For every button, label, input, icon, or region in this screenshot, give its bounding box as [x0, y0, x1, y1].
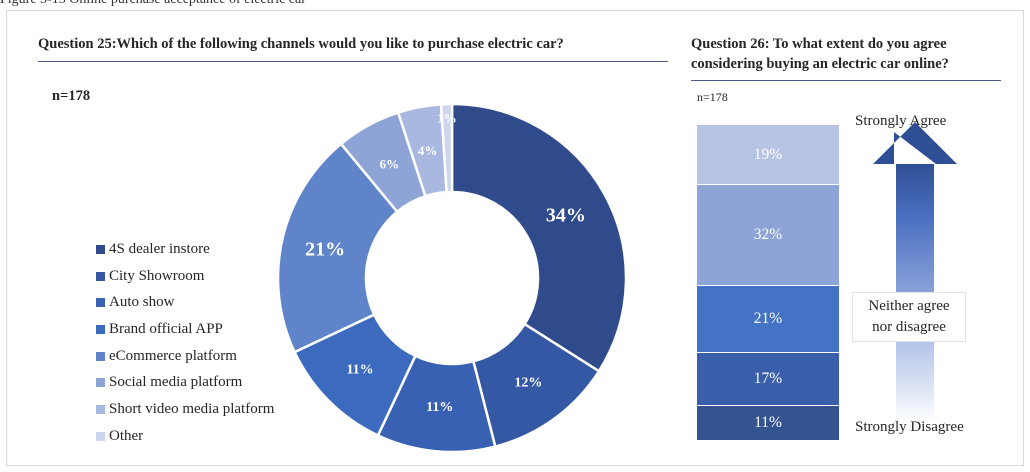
- scale-label-neutral-line2: nor disagree: [872, 319, 946, 335]
- legend-swatch: [96, 298, 105, 308]
- legend-item-other: Other: [96, 423, 326, 450]
- donut-slice-ecommerce-platform: [276, 142, 399, 354]
- donut-label-city-showroom: 12%: [514, 376, 542, 391]
- figure-frame: [6, 10, 1024, 466]
- legend-label: Other: [109, 427, 144, 444]
- stack-segment-5: 19%: [697, 124, 839, 185]
- legend-item-city-showroom: City Showroom: [96, 263, 326, 290]
- q26-stacked-bar: 11% 17% 21% 32% 19%: [697, 124, 839, 440]
- legend-item-social-media-platform: Social media platform: [96, 369, 326, 396]
- donut-label-brand-official-app: 11%: [346, 362, 373, 377]
- donut-label-social-media-platform: 6%: [380, 157, 400, 172]
- legend-label: Social media platform: [109, 374, 243, 391]
- legend-swatch: [96, 351, 105, 361]
- up-arrow-icon: [873, 122, 957, 424]
- q25-sample-size: n=178: [52, 88, 91, 104]
- q26-title-line1: Question 26: To what extent do you agree: [691, 36, 947, 52]
- q25-legend: 4S dealer instore City Showroom Auto show B…: [96, 236, 326, 450]
- legend-label: Auto show: [109, 294, 175, 311]
- legend-label: Brand official APP: [109, 320, 223, 337]
- stack-segment-2: 17%: [697, 351, 839, 406]
- donut-label-short-video-media-platform: 4%: [418, 143, 438, 158]
- stack-segment-4: 32%: [697, 184, 839, 286]
- q26-sample-size: n=178: [697, 90, 728, 104]
- q26-title-rule: [691, 80, 1001, 81]
- q26-title-line2: considering buying an electric car onlin…: [691, 56, 949, 72]
- legend-swatch: [96, 244, 105, 254]
- donut-label-auto-show: 11%: [426, 400, 453, 415]
- q25-donut-chart: 34% 12% 11% 11% 21% 6% 4% 1%: [276, 102, 628, 454]
- legend-label: 4S dealer instore: [109, 240, 210, 257]
- scale-label-strongly-agree: Strongly Agree: [855, 113, 947, 129]
- legend-label: eCommerce platform: [109, 347, 237, 364]
- stack-segment-label: 21%: [753, 309, 783, 327]
- stack-segment-3: 21%: [697, 285, 839, 352]
- q26-agreement-arrow: [852, 120, 982, 440]
- donut-label-other: 1%: [437, 111, 457, 126]
- stack-segment-label: 19%: [753, 145, 783, 163]
- legend-label: City Showroom: [109, 267, 205, 284]
- legend-swatch: [96, 404, 105, 414]
- donut-label-ecommerce-platform: 21%: [305, 239, 345, 261]
- donut-slice-4s-dealer-instore: [450, 102, 628, 373]
- legend-item-short-video-media-platform: Short video media platform: [96, 396, 326, 423]
- q25-title-rule: [38, 61, 668, 62]
- legend-swatch: [96, 324, 105, 334]
- legend-item-auto-show: Auto show: [96, 289, 326, 316]
- scale-label-neutral: Neither agree nor disagree: [852, 292, 966, 342]
- scale-label-neutral-line1: Neither agree: [868, 298, 950, 314]
- scale-label-strongly-disagree: Strongly Disagree: [855, 419, 964, 435]
- legend-swatch: [96, 431, 105, 441]
- legend-swatch: [96, 378, 105, 388]
- donut-slice-other: [439, 102, 454, 194]
- legend-label: Short video media platform: [109, 400, 275, 417]
- figure-caption: Figure 5-15 Online purchase acceptance o…: [0, 0, 700, 8]
- q25-title: Question 25:Which of the following chann…: [38, 36, 564, 52]
- legend-swatch: [96, 271, 105, 281]
- donut-label-4s-dealer-instore: 34%: [546, 204, 586, 226]
- stack-segment-label: 32%: [753, 226, 783, 244]
- legend-item-ecommerce-platform: eCommerce platform: [96, 343, 326, 370]
- stack-segment-label: 17%: [753, 369, 783, 387]
- q26-title: Question 26: To what extent do you agree…: [691, 34, 949, 74]
- stack-segment-1: 11%: [697, 405, 839, 440]
- legend-item-4s-dealer-instore: 4S dealer instore: [96, 236, 326, 263]
- stack-segment-label: 11%: [754, 414, 782, 432]
- q25-donut-svg: 34% 12% 11% 11% 21% 6% 4% 1%: [276, 102, 628, 454]
- legend-item-brand-official-app: Brand official APP: [96, 316, 326, 343]
